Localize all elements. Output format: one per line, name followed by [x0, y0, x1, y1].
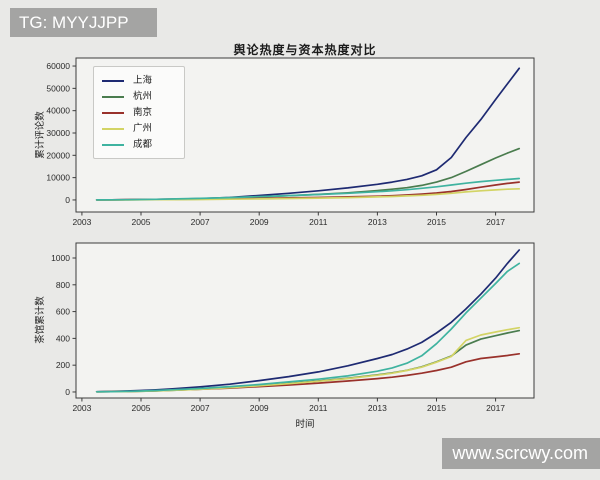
y-tick-label: 50000 — [46, 83, 70, 93]
y-tick-label: 0 — [65, 195, 70, 205]
legend-label-guangzhou: 广州 — [133, 123, 153, 134]
x-tick-label: 2003 — [72, 403, 91, 413]
legend-item-hangzhou: 杭州 — [102, 89, 176, 105]
y-tick-label: 10000 — [46, 173, 70, 183]
y-tick-label: 20000 — [46, 150, 70, 160]
y-tick-label: 200 — [56, 360, 70, 370]
legend-item-nanjing: 南京 — [102, 105, 176, 121]
x-tick-label: 2005 — [132, 403, 151, 413]
x-tick-label: 2011 — [309, 217, 328, 227]
x-tick-label: 2003 — [72, 217, 91, 227]
top-chart-ylabel: 累计评论数 — [35, 111, 46, 159]
legend-item-chengdu: 成都 — [102, 137, 176, 153]
legend-label-nanjing: 南京 — [133, 107, 153, 118]
bottom-chart-xlabel: 时间 — [295, 419, 315, 430]
legend-item-guangzhou: 广州 — [102, 121, 176, 137]
y-tick-label: 600 — [56, 307, 70, 317]
line-chengdu — [95, 177, 521, 201]
watermark-telegram: TG: MYYJJPP — [10, 8, 157, 37]
legend-item-shanghai: 上海 — [102, 73, 176, 89]
x-tick-label: 2007 — [191, 403, 210, 413]
x-tick-label: 2013 — [368, 217, 387, 227]
x-tick-label: 2017 — [486, 403, 505, 413]
y-tick-label: 0 — [65, 387, 70, 397]
y-tick-label: 40000 — [46, 106, 70, 116]
watermark-website: www.scrcwy.com — [442, 438, 600, 469]
bottom-chart-plot-area — [75, 242, 535, 399]
legend-line-swatch-hangzhou — [102, 96, 124, 98]
legend-line-swatch-guangzhou — [102, 128, 124, 130]
line-chengdu — [95, 262, 521, 393]
legend-label-shanghai: 上海 — [133, 75, 153, 86]
legend-label-chengdu: 成都 — [133, 139, 153, 150]
legend-line-swatch-chengdu — [102, 144, 124, 146]
x-tick-label: 2005 — [132, 217, 151, 227]
y-tick-label: 60000 — [46, 61, 70, 71]
legend: 上海 杭州 南京 广州 成都 — [93, 66, 185, 159]
x-tick-label: 2015 — [427, 217, 446, 227]
x-tick-label: 2007 — [191, 217, 210, 227]
y-tick-label: 800 — [56, 280, 70, 290]
bottom-chart: 2003 2005 2007 2009 2011 2013 2015 2017 0 200 400 6… — [51, 242, 535, 413]
x-tick-label: 2015 — [427, 403, 446, 413]
x-tick-label: 2013 — [368, 403, 387, 413]
bottom-chart-ylabel: 茶馆累计数 — [35, 296, 46, 344]
y-tick-label: 30000 — [46, 128, 70, 138]
legend-line-swatch-nanjing — [102, 112, 124, 114]
x-tick-label: 2011 — [309, 403, 328, 413]
legend-label-hangzhou: 杭州 — [133, 91, 153, 102]
y-tick-label: 400 — [56, 333, 70, 343]
x-tick-label: 2017 — [486, 217, 505, 227]
chart-title: 舆论热度与资本热度对比 — [233, 43, 377, 57]
x-tick-label: 2009 — [250, 217, 269, 227]
x-tick-label: 2009 — [250, 403, 269, 413]
legend-line-swatch-shanghai — [102, 80, 124, 82]
y-tick-label: 1000 — [51, 253, 70, 263]
